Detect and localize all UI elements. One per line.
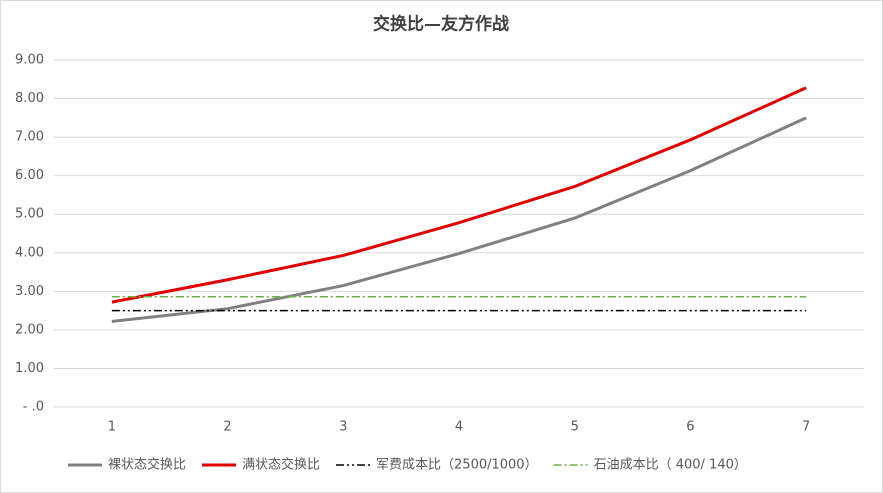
x-tick-label: 6 (686, 420, 694, 435)
chart-title: 交换比—友方作战 (373, 14, 509, 35)
legend-label: 军费成本比（2500/1000） (376, 458, 538, 473)
legend-label: 裸状态交换比 (108, 457, 186, 473)
x-tick-label: 2 (223, 420, 231, 435)
y-tick-label: 5.00 (15, 207, 44, 222)
x-tick-label: 5 (571, 420, 579, 435)
x-tick-label: 7 (802, 420, 810, 435)
y-tick-label: 2.00 (15, 322, 44, 337)
legend-label: 石油成本比（ 400/ 140） (594, 458, 747, 473)
y-tick-label: 4.00 (15, 245, 44, 260)
series-line (111, 86, 807, 304)
y-tick-label: - .0 (23, 400, 44, 415)
y-tick-label: 3.00 (15, 284, 44, 299)
y-tick-label: 6.00 (15, 168, 44, 183)
series-line (111, 116, 807, 323)
x-tick-label: 1 (108, 420, 116, 435)
x-tick-label: 3 (339, 420, 347, 435)
y-tick-label: 9.00 (15, 53, 44, 68)
y-tick-label: 1.00 (15, 361, 44, 376)
y-tick-label: 8.00 (15, 91, 44, 106)
y-tick-label: 7.00 (15, 130, 44, 145)
x-tick-label: 4 (455, 420, 463, 435)
legend-label: 满状态交换比 (242, 457, 320, 473)
